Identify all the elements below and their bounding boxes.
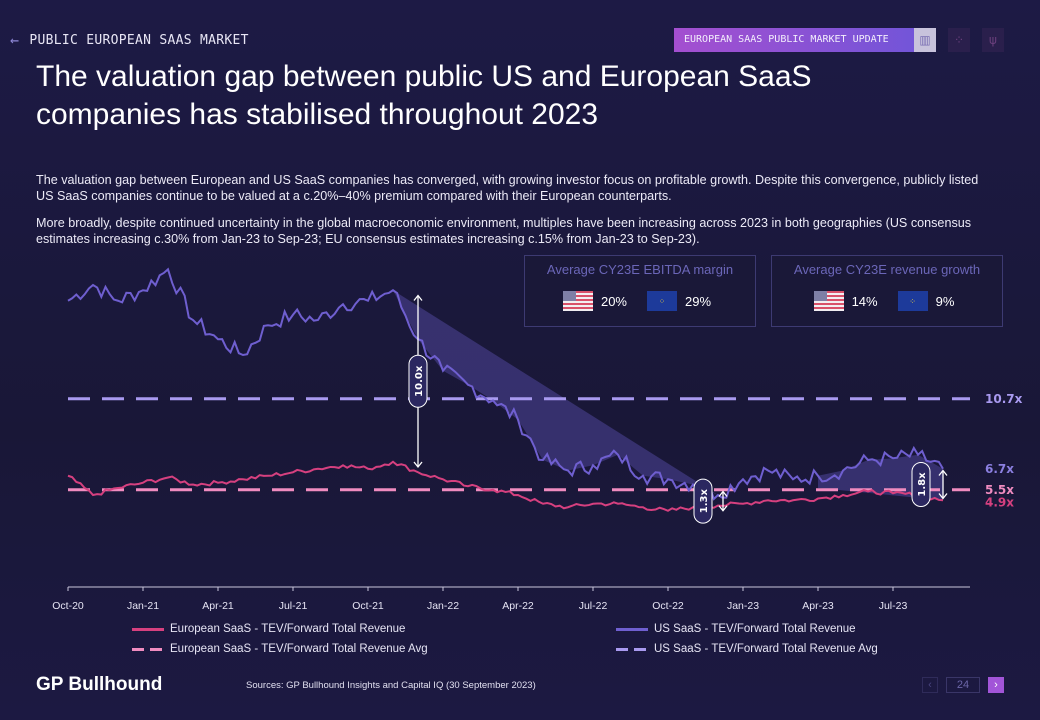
eu-flag-icon: ⁘: [897, 291, 928, 311]
x-tick-label: Jan-21: [127, 600, 159, 612]
x-tick-label: Oct-21: [352, 600, 384, 612]
gp-bullhound-logo: GP Bullhound: [36, 674, 163, 695]
network-icon[interactable]: ⁘: [948, 28, 970, 52]
legend-eu: European SaaS - TEV/Forward Total Revenu…: [132, 623, 405, 635]
legend-us: US SaaS - TEV/Forward Total Revenue: [616, 623, 856, 635]
eu-end-label: 4.9x: [985, 495, 1014, 509]
legend-label: US SaaS - TEV/Forward Total Revenue: [654, 623, 856, 635]
kpi-revenue-growth: Average CY23E revenue growth 14% ⁘ 9%: [771, 255, 1003, 327]
next-page-button[interactable]: ›: [988, 677, 1004, 693]
kpi-eu-value: 29%: [685, 293, 712, 309]
us-saas-line: [67, 267, 944, 501]
page-title: The valuation gap between public US and …: [36, 60, 812, 131]
gap-label: 1.8x: [917, 472, 928, 497]
avg-label: 10.7x: [985, 392, 1023, 406]
prev-page-button[interactable]: ‹: [922, 677, 938, 693]
x-tick-label: Oct-22: [652, 600, 684, 612]
us-end-label: 6.7x: [985, 462, 1014, 476]
gap-badge: [693, 478, 713, 524]
paragraph-2: More broadly, despite continued uncertai…: [36, 216, 972, 246]
arrowhead-icon: [718, 490, 728, 512]
kpi-eu-value: 9%: [935, 293, 955, 309]
x-tick-label: Jul-21: [279, 600, 308, 612]
kpi-title: Average CY23E EBITDA margin: [546, 262, 734, 277]
us-flag-icon: [562, 291, 593, 311]
gap-label: 1.3x: [699, 488, 710, 513]
legend-label: US SaaS - TEV/Forward Total Revenue Avg: [654, 643, 878, 655]
page-number[interactable]: 24: [946, 677, 980, 693]
eu-flag-icon: ⁘: [647, 291, 677, 311]
gap-badge: [408, 354, 428, 408]
gap-area-2022: [393, 290, 718, 495]
kpi-us-value: 14%: [851, 293, 878, 309]
x-tick-label: Jan-23: [727, 600, 759, 612]
legend-label: European SaaS - TEV/Forward Total Revenu…: [170, 623, 406, 635]
legend-label: European SaaS - TEV/Forward Total Revenu…: [170, 643, 428, 655]
x-tick-label: Apr-21: [202, 600, 234, 612]
breadcrumb-label: PUBLIC EUROPEAN SAAS MARKET: [29, 32, 249, 48]
arrowhead-icon: [413, 294, 423, 469]
x-tick-label: Apr-22: [502, 600, 534, 612]
avg-label: 5.5x: [985, 483, 1014, 497]
legend-us-avg: US SaaS - TEV/Forward Total Revenue Avg: [616, 643, 878, 655]
us-flag-icon: [813, 291, 844, 311]
paragraph-1: The valuation gap between European and U…: [36, 173, 979, 203]
kpi-ebitda-margin: Average CY23E EBITDA margin 20% ⁘ 29%: [524, 255, 756, 327]
arrowhead-icon: [938, 469, 948, 500]
x-tick-label: Apr-23: [802, 600, 834, 612]
section-tag[interactable]: EUROPEAN SAAS PUBLIC MARKET UPDATE: [674, 28, 914, 52]
back-arrow-icon[interactable]: ←: [10, 31, 20, 49]
kpi-us-value: 20%: [600, 293, 627, 309]
x-tick-label: Jul-22: [579, 600, 608, 612]
usb-icon[interactable]: ψ: [982, 28, 1004, 52]
sources-note: Sources: GP Bullhound Insights and Capit…: [246, 680, 536, 691]
gap-label: 10.0x: [414, 365, 425, 397]
bar-chart-icon[interactable]: ▥: [914, 28, 936, 52]
kpi-title: Average CY23E revenue growth: [793, 262, 981, 277]
gap-badge: [911, 462, 931, 507]
x-tick-label: Jan-22: [427, 600, 459, 612]
legend-eu-avg: European SaaS - TEV/Forward Total Revenu…: [132, 643, 428, 655]
eu-saas-line: [67, 460, 944, 512]
x-tick-label: Jul-23: [879, 600, 908, 612]
x-tick-label: Oct-20: [52, 600, 84, 612]
breadcrumb[interactable]: ← PUBLIC EUROPEAN SAAS MARKET: [10, 31, 249, 49]
